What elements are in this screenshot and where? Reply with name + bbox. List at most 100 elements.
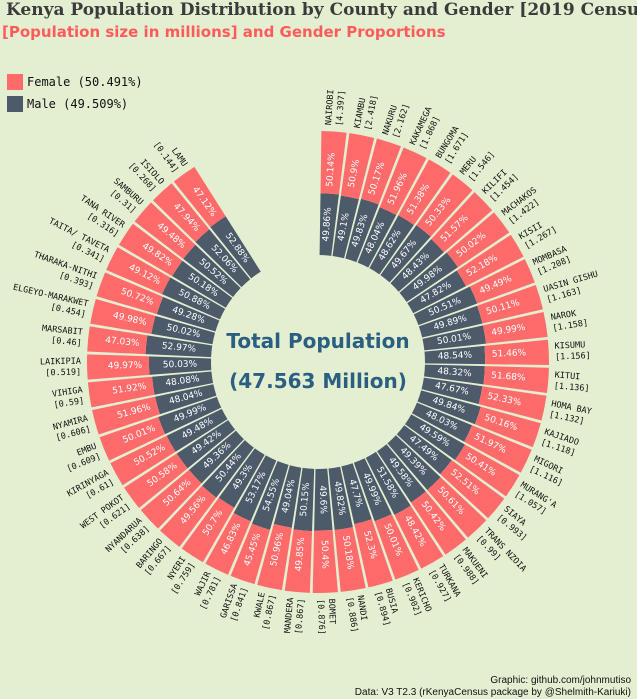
- bar-male-kericho: [353, 458, 392, 522]
- bar-female-nandi: [334, 527, 366, 592]
- bar-male-meru: [380, 225, 431, 283]
- bar-male-lamu: [210, 216, 261, 279]
- county-name-label: LAIKIPIA: [40, 357, 81, 368]
- county-name-label: MANDERA: [283, 597, 296, 634]
- bar-male-kitui: [424, 364, 485, 385]
- county-name-label: KISUMU: [554, 340, 585, 351]
- bar-female-siaya: [440, 460, 505, 519]
- bar-male-migori: [411, 402, 473, 442]
- female-pct-label: 51.92%: [112, 382, 148, 397]
- legend: Female (50.491%) Male (49.509%): [7, 72, 143, 116]
- male-pct-label: 50.15%: [299, 482, 312, 518]
- bar-female-tharaka-nithi: [96, 272, 164, 315]
- bar-male-kilifi: [390, 239, 444, 292]
- bar-male-nyamira: [155, 384, 217, 415]
- bar-female-bungoma: [398, 159, 451, 225]
- center-total-value: (47.563 Million): [229, 369, 407, 393]
- bar-female-isiolo: [153, 183, 210, 242]
- county-name-label: NANDI: [355, 595, 369, 622]
- bars-group: [87, 131, 549, 594]
- bar-male-homa-bay: [421, 377, 483, 405]
- bar-female-samburu: [134, 202, 196, 259]
- county-pop-label: [1.156]: [555, 351, 591, 362]
- county-pop-label: [0.519]: [45, 368, 81, 379]
- legend-label-male: Male (49.509%): [27, 97, 129, 111]
- bar-female-taita-taveta: [106, 247, 171, 295]
- bar-male-west-pokot: [176, 420, 236, 469]
- bar-female-kwale: [257, 523, 292, 591]
- chart-title: Kenya Population Distribution by County …: [6, 0, 637, 20]
- male-pct-label: 49.6%: [317, 485, 328, 514]
- bar-female-narok: [483, 312, 548, 344]
- bar-female-busia: [354, 519, 393, 588]
- female-pct-label: 47.03%: [105, 336, 141, 349]
- legend-item-male: Male (49.509%): [7, 94, 143, 114]
- bar-male-nairobi: [319, 193, 339, 256]
- county-name-label: MARSABIT: [41, 324, 83, 338]
- bar-male-mombasa: [413, 286, 478, 326]
- bar-male-samburu: [183, 244, 241, 297]
- bar-female-meru: [416, 174, 473, 237]
- bar-female-kericho: [374, 514, 419, 580]
- bar-male-nyandarua: [188, 430, 244, 484]
- bar-male-turkana: [365, 451, 411, 515]
- bar-female-kilifi: [431, 192, 493, 253]
- bar-female-lamu: [173, 166, 226, 228]
- bar-female-machakos: [446, 212, 510, 268]
- bar-male-machakos: [399, 252, 458, 302]
- county-pop-label: [0.876]: [315, 599, 326, 635]
- county-pop-label: [1.136]: [553, 381, 590, 394]
- bar-female-mandera: [284, 529, 313, 593]
- bar-male-kwale: [273, 465, 302, 528]
- female-pct-label: 51.68%: [491, 371, 526, 384]
- bar-male-nakuru: [345, 198, 379, 263]
- bar-female-migori: [464, 425, 532, 473]
- bar-female-vihiga: [87, 376, 155, 408]
- bar-female-nakuru: [361, 138, 401, 205]
- bar-male-uasin-gishu: [418, 305, 483, 338]
- bar-male-kisii: [407, 270, 466, 314]
- bar-female-uasin-gishu: [477, 285, 543, 324]
- bar-female-nyeri: [181, 497, 235, 563]
- bar-female-wajir: [205, 512, 251, 575]
- bar-male-makueni: [377, 444, 426, 503]
- bar-female-makueni: [411, 491, 466, 555]
- credits: Graphic: github.com/johnmutiso Data: V3 …: [355, 675, 631, 699]
- bar-female-kakamega: [379, 147, 427, 215]
- bar-female-tana-river: [118, 223, 183, 277]
- female-pct-label: 51.46%: [492, 348, 527, 359]
- female-pct-label: 50.14%: [325, 152, 337, 187]
- bar-male-kirinyaga: [166, 408, 228, 452]
- bar-male-kakamega: [357, 207, 397, 268]
- bar-female-kisumu: [484, 339, 549, 365]
- legend-label-female: Female (50.491%): [27, 75, 143, 89]
- bar-male-isiolo: [195, 229, 251, 288]
- bar-male-mandera: [293, 467, 315, 532]
- center-total-label: Total Population: [226, 329, 409, 353]
- county-pop-label: [0.867]: [294, 598, 307, 635]
- bar-male-baringo: [202, 440, 254, 498]
- county-name-label: NAIROBI: [324, 89, 336, 125]
- bar-male-tana-river: [172, 260, 233, 308]
- bar-female-kisii: [456, 234, 524, 287]
- bar-male-wajir: [233, 455, 277, 522]
- bar-female-marsabit: [87, 326, 148, 355]
- bar-female-kitui: [483, 366, 549, 393]
- bar-female-homa-bay: [478, 386, 547, 421]
- bar-male-elgeyo-marakwet: [151, 315, 216, 345]
- bar-female-elgeyo-marakwet: [90, 298, 156, 334]
- male-pct-label: 49.86%: [321, 207, 333, 242]
- bar-female-nyandarua: [140, 469, 202, 529]
- county-pop-label: [4.397]: [335, 90, 347, 126]
- bar-female-trans-nzoia: [427, 477, 487, 538]
- bar-female-kiambu: [340, 133, 375, 200]
- male-pct-label: 48.08%: [165, 374, 201, 389]
- legend-item-female: Female (50.491%): [7, 72, 143, 92]
- bar-male-murang-a: [405, 414, 465, 461]
- county-name-label: KITUI: [554, 370, 580, 382]
- bar-male-bomet: [314, 468, 333, 531]
- female-pct-label: 49.85%: [294, 536, 307, 572]
- bar-male-taita-taveta: [162, 277, 226, 320]
- bar-female-mombasa: [469, 259, 535, 304]
- bar-female-embu: [99, 417, 166, 461]
